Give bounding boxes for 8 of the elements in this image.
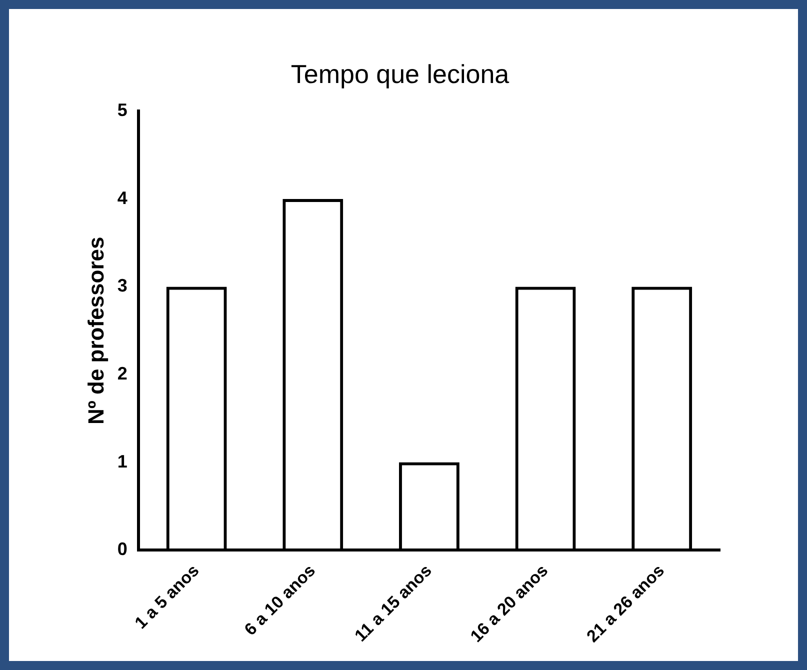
chart-title: Tempo que leciona bbox=[290, 58, 510, 89]
y-axis-title: Nº de professores bbox=[83, 236, 108, 425]
y-tick-label: 4 bbox=[117, 188, 128, 208]
y-tick-label: 2 bbox=[117, 363, 128, 384]
y-tick-label: 5 bbox=[117, 100, 128, 120]
y-tick-label: 0 bbox=[117, 539, 128, 560]
y-tick-label: 3 bbox=[117, 276, 128, 296]
y-tick-label: 1 bbox=[117, 451, 128, 472]
